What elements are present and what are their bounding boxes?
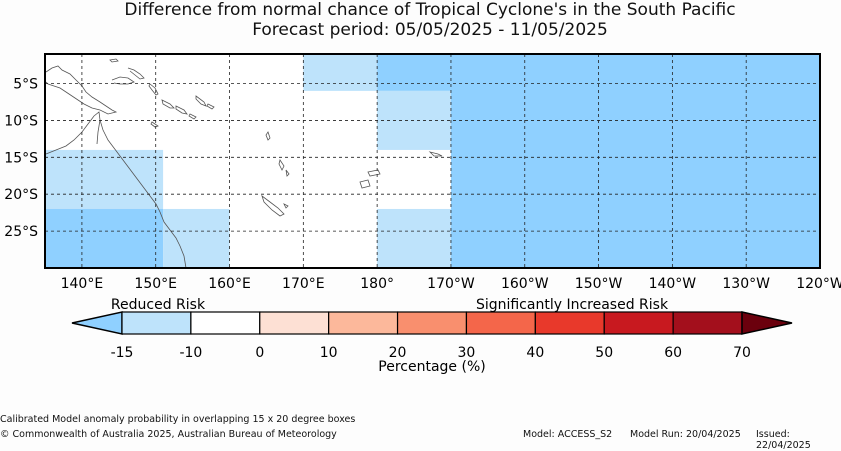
colorbar-extend-left — [71, 311, 123, 335]
anomaly-cells — [45, 54, 820, 268]
footer-model-run: Model Run: 20/04/2025 — [630, 429, 741, 440]
map-frame — [44, 53, 821, 269]
colorbar-segment-c10_20 — [328, 311, 399, 335]
colorbar-tick-label: -10 — [179, 345, 202, 361]
latitude-tick-label: 15°S — [4, 150, 38, 166]
colorbar: Reduced Risk Significantly Increased Ris… — [71, 297, 793, 375]
chart-title: Difference from normal chance of Tropica… — [124, 0, 736, 20]
coastline-vanuatu-1 — [265, 131, 271, 141]
colorbar-segment-reduced — [121, 311, 192, 335]
latitude-tick-label: 25°S — [4, 224, 38, 240]
colorbar-tick-label: 0 — [255, 345, 264, 361]
latitude-tick-label: 10°S — [4, 113, 38, 129]
colorbar-segment-c30_40 — [465, 311, 536, 335]
anomaly-cell-6 — [163, 208, 230, 268]
anomaly-cell-5 — [45, 208, 164, 268]
coastline-solomon-4 — [195, 95, 207, 107]
coastline-loyalty-islands — [283, 203, 289, 209]
colorbar-tick-label: 60 — [664, 345, 682, 361]
coastline-vanuatu-3 — [285, 169, 290, 177]
colorbar-tick-label: -15 — [111, 345, 134, 361]
colorbar-tick-label: 50 — [595, 345, 613, 361]
coastline-australia — [45, 111, 187, 269]
longitude-tick-label: 150°W — [575, 276, 623, 292]
longitude-tick-label: 120°W — [796, 276, 841, 292]
anomaly-cell-0 — [303, 54, 378, 91]
coastline-new-ireland — [127, 67, 145, 80]
anomaly-cell-7 — [377, 208, 451, 268]
colorbar-segment-c60_70 — [672, 311, 743, 335]
colorbar-segment-neutral — [190, 311, 261, 335]
colorbar-tick-label: 40 — [526, 345, 544, 361]
colorbar-segment-c0_10 — [259, 311, 330, 335]
coastline-cape-york-inlet — [96, 119, 101, 145]
colorbar-segment-c50_60 — [603, 311, 674, 335]
tc-anomaly-map-figure: 140°E 150°E 160°E 170°E 180° 170°W 160°W 150°W 1… — [4, 53, 841, 375]
colorbar-tick-label: 20 — [389, 345, 407, 361]
latitude-tick-labels: 5°S 10°S 15°S 20°S 25°S — [4, 77, 38, 241]
coastline-new-guinea — [45, 65, 118, 115]
longitude-tick-label: 160°W — [501, 276, 549, 292]
latitude-tick-label: 5°S — [13, 77, 38, 93]
coastlines — [45, 58, 443, 269]
colorbar-tick-labels: -15 -10 0 10 20 30 40 50 60 70 — [111, 345, 751, 361]
footer-model: Model: ACCESS_S2 — [523, 429, 613, 440]
coastline-fiji-vanua-levu — [367, 169, 381, 177]
colorbar-tick-label: 70 — [733, 345, 751, 361]
anomaly-cell-3 — [450, 54, 820, 268]
footer-note: Calibrated Model anomaly probability in … — [0, 414, 356, 425]
coastline-solomon-5 — [206, 103, 215, 110]
coastline-admiralty-islands — [109, 58, 119, 63]
anomaly-cell-4 — [45, 149, 164, 209]
anomaly-cell-1 — [377, 54, 451, 91]
colorbar-axis-label: Percentage (%) — [378, 359, 485, 375]
colorbar-segment-c20_30 — [396, 311, 468, 335]
chart-title-block: Difference from normal chance of Tropica… — [0, 0, 841, 40]
coastline-new-caledonia — [261, 194, 285, 217]
longitude-tick-label: 180° — [360, 276, 394, 292]
longitude-tick-labels: 140°E 150°E 160°E 170°E 180° 170°W 160°W 150°W 1… — [61, 276, 841, 292]
longitude-tick-label: 140°W — [649, 276, 697, 292]
colorbar-tick-label: 10 — [320, 345, 338, 361]
coastline-solomon-2 — [175, 105, 188, 115]
colorbar-segments — [121, 311, 743, 335]
colorbar-tick-label: 30 — [458, 345, 476, 361]
longitude-tick-label: 170°W — [427, 276, 475, 292]
longitude-tick-label: 150°E — [134, 276, 177, 292]
footer-copyright: © Commonwealth of Australia 2025, Austra… — [0, 429, 337, 440]
footer-issued: Issued: 22/04/2025 — [756, 429, 811, 451]
chart-subtitle: Forecast period: 05/05/2025 - 11/05/2025 — [252, 20, 608, 40]
longitude-tick-label: 140°E — [61, 276, 104, 292]
longitude-tick-label: 170°E — [282, 276, 325, 292]
colorbar-segment-c40_50 — [534, 311, 605, 335]
longitude-tick-label: 160°E — [208, 276, 251, 292]
colorbar-extend-right — [741, 311, 793, 335]
latitude-tick-label: 20°S — [4, 187, 38, 203]
coastline-bougainville — [148, 83, 159, 96]
colorbar-increased-label: Significantly Increased Risk — [476, 297, 669, 313]
coastline-solomon-1 — [161, 99, 175, 109]
coastline-solomon-3 — [188, 113, 197, 120]
longitude-tick-label: 130°W — [722, 276, 770, 292]
coastline-new-britain — [111, 76, 135, 85]
coastline-vanuatu-2 — [278, 159, 285, 171]
coastline-solomon-6 — [150, 121, 159, 128]
colorbar-reduced-label: Reduced Risk — [111, 297, 206, 313]
coastline-fiji-viti-levu — [359, 179, 371, 189]
coastline-samoa — [428, 151, 443, 157]
